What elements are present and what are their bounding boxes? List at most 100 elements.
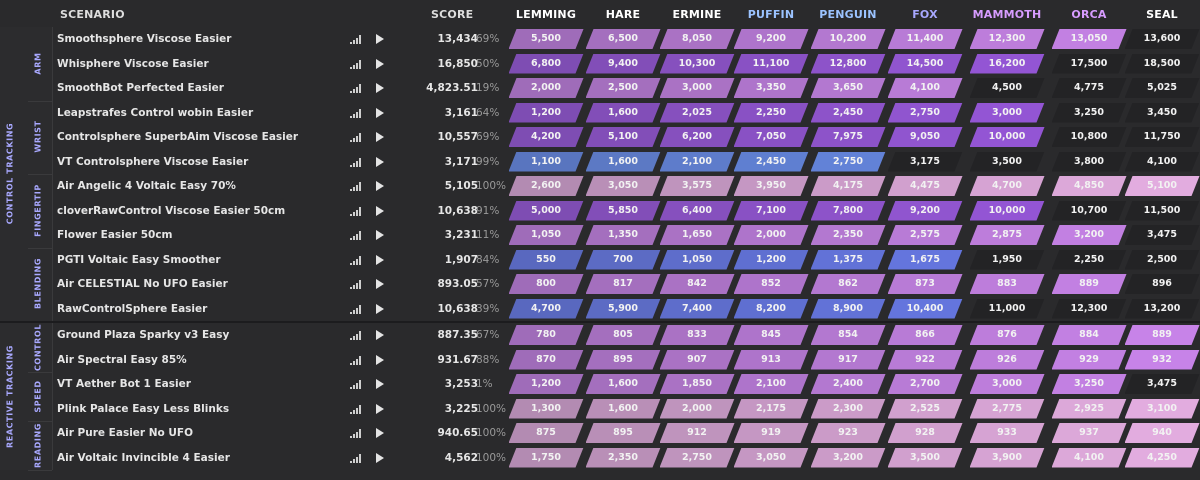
scenario-name[interactable]: Air Pure Easier No UFO bbox=[57, 427, 194, 439]
signal-icon[interactable] bbox=[350, 108, 362, 118]
signal-icon[interactable] bbox=[350, 206, 362, 216]
scenario-row[interactable]: Air Pure Easier No UFO 940.65 100% 875 895 91… bbox=[52, 421, 1200, 445]
rank-threshold-cell: 13,050 bbox=[1052, 29, 1127, 49]
play-icon[interactable] bbox=[376, 156, 384, 167]
rank-threshold-cell: 9,400 bbox=[586, 54, 661, 74]
threshold-value: 7,800 bbox=[832, 204, 864, 216]
scenario-row[interactable]: Flower Easier 50cm 3,231 11% 1,050 1,350 1,65… bbox=[52, 223, 1200, 247]
scenario-name[interactable]: VT Controlsphere Viscose Easier bbox=[57, 155, 249, 168]
scenario-row[interactable]: Whisphere Viscose Easier 16,850 50% 6,800 9,… bbox=[52, 52, 1200, 76]
scenario-name[interactable]: RawControlSphere Easier bbox=[57, 302, 208, 315]
play-icon[interactable] bbox=[376, 428, 384, 438]
play-icon[interactable] bbox=[376, 230, 384, 240]
scenario-name[interactable]: Controlsphere SuperbAim Viscose Easier bbox=[57, 131, 299, 143]
rank-threshold-cell: 3,800 bbox=[1052, 152, 1127, 172]
play-icon[interactable] bbox=[376, 279, 384, 289]
signal-icon[interactable] bbox=[350, 331, 362, 340]
threshold-value: 3,650 bbox=[832, 82, 864, 93]
scenario-row[interactable]: Smoothsphere Viscose Easier 13,434 69% 5,50… bbox=[52, 27, 1200, 51]
signal-icon[interactable] bbox=[350, 380, 362, 389]
progress-bar-segment bbox=[734, 54, 809, 74]
play-icon[interactable] bbox=[376, 83, 384, 93]
signal-icon[interactable] bbox=[350, 231, 362, 240]
scenario-row[interactable]: RawControlSphere Easier 10,638 39% 4,700 5,9… bbox=[52, 297, 1200, 321]
scenario-name[interactable]: VT Aether Bot 1 Easier bbox=[57, 378, 191, 390]
play-icon[interactable] bbox=[376, 34, 384, 44]
signal-icon[interactable] bbox=[350, 84, 362, 93]
scenario-row[interactable]: Air CELESTIAL No UFO Easier 893.05 57% 800 8… bbox=[52, 272, 1200, 296]
play-icon[interactable] bbox=[376, 379, 384, 389]
rank-threshold-cell: 3,475 bbox=[1125, 225, 1200, 245]
scenario-row[interactable]: VT Aether Bot 1 Easier 3,253 1% 1,200 1,600 1… bbox=[52, 372, 1200, 396]
signal-icon[interactable] bbox=[350, 35, 362, 44]
scenario-name[interactable]: Ground Plaza Sparky v3 Easy bbox=[57, 329, 230, 341]
signal-icon[interactable] bbox=[350, 182, 362, 191]
signal-icon[interactable] bbox=[350, 404, 362, 414]
scenario-name[interactable]: Air Angelic 4 Voltaic Easy 70% bbox=[57, 180, 236, 192]
threshold-value: 4,200 bbox=[530, 131, 562, 142]
play-icon[interactable] bbox=[376, 58, 384, 69]
play-icon[interactable] bbox=[376, 181, 384, 191]
rank-threshold-cell: 1,050 bbox=[509, 225, 584, 245]
scenario-row[interactable]: VT Controlsphere Viscose Easier 3,171 99% 1… bbox=[52, 150, 1200, 174]
scenario-name[interactable]: Air Spectral Easy 85% bbox=[57, 353, 187, 366]
scenario-row[interactable]: Leapstrafes Control wobin Easier 3,161 64%… bbox=[52, 101, 1200, 125]
progress-bar-segment bbox=[660, 225, 735, 245]
play-icon[interactable] bbox=[376, 330, 384, 340]
scenario-name[interactable]: cloverRawControl Viscose Easier 50cm bbox=[57, 204, 286, 217]
play-icon[interactable] bbox=[376, 452, 384, 463]
signal-icon[interactable] bbox=[350, 304, 362, 314]
scenario-row[interactable]: SmoothBot Perfected Easier 4,823.51 19% 2,0… bbox=[52, 76, 1200, 100]
signal-icon[interactable] bbox=[350, 429, 362, 438]
scenario-row[interactable]: PGTI Voltaic Easy Smoother 1,907 84% 550 700… bbox=[52, 248, 1200, 272]
progress-bar-segment bbox=[888, 325, 963, 345]
progress-bar-segment bbox=[660, 448, 735, 468]
percentile-value: 88% bbox=[476, 353, 500, 366]
rank-threshold-cell: 2,350 bbox=[586, 448, 661, 468]
scenario-name[interactable]: PGTI Voltaic Easy Smoother bbox=[57, 253, 221, 266]
scenario-name[interactable]: Plink Palace Easy Less Blinks bbox=[57, 402, 230, 415]
signal-icon[interactable] bbox=[350, 280, 362, 289]
scenario-name[interactable]: SmoothBot Perfected Easier bbox=[57, 82, 224, 94]
progress-bar-segment bbox=[970, 448, 1045, 468]
scenario-name[interactable]: Air Voltaic Invincible 4 Easier bbox=[57, 451, 230, 464]
play-icon[interactable] bbox=[376, 354, 384, 365]
play-icon[interactable] bbox=[376, 303, 384, 314]
play-icon[interactable] bbox=[376, 403, 384, 414]
scenario-row[interactable]: Plink Palace Easy Less Blinks 3,225 100% 1,… bbox=[52, 397, 1200, 421]
rank-threshold-cell: 895 bbox=[586, 423, 661, 443]
threshold-value: 1,050 bbox=[530, 229, 562, 240]
scenario-name[interactable]: Leapstrafes Control wobin Easier bbox=[57, 106, 254, 119]
progress-bar-segment bbox=[1052, 103, 1127, 123]
signal-icon[interactable] bbox=[350, 355, 362, 365]
progress-bar-segment bbox=[509, 250, 584, 270]
signal-icon[interactable] bbox=[350, 133, 362, 142]
progress-bar-segment bbox=[734, 374, 809, 394]
scenario-row[interactable]: Ground Plaza Sparky v3 Easy 887.35 67% 780 8… bbox=[52, 323, 1200, 347]
threshold-value: 780 bbox=[536, 329, 556, 340]
threshold-value: 2,350 bbox=[607, 451, 639, 463]
signal-icon[interactable] bbox=[350, 157, 362, 167]
scenario-row[interactable]: Air Voltaic Invincible 4 Easier 4,562 100%… bbox=[52, 446, 1200, 470]
scenario-name[interactable]: Flower Easier 50cm bbox=[57, 229, 173, 241]
scenario-name[interactable]: Smoothsphere Viscose Easier bbox=[57, 33, 232, 45]
play-icon[interactable] bbox=[376, 205, 384, 216]
play-icon[interactable] bbox=[376, 132, 384, 142]
signal-icon[interactable] bbox=[350, 255, 362, 265]
rank-header-mammoth: MAMMOTH bbox=[972, 8, 1042, 21]
scenario-name[interactable]: Air CELESTIAL No UFO Easier bbox=[57, 278, 228, 290]
score-value: 3,231 bbox=[444, 229, 478, 241]
signal-icon[interactable] bbox=[350, 59, 362, 69]
signal-icon[interactable] bbox=[350, 453, 362, 463]
scenario-row[interactable]: Air Spectral Easy 85% 931.67 88% 870 895 907 9… bbox=[52, 348, 1200, 372]
scenario-row[interactable]: Air Angelic 4 Voltaic Easy 70% 5,105 100% 2… bbox=[52, 174, 1200, 198]
scenario-row[interactable]: Controlsphere SuperbAim Viscose Easier 10… bbox=[52, 125, 1200, 149]
play-icon[interactable] bbox=[376, 107, 384, 118]
progress-bar-segment bbox=[888, 29, 963, 49]
play-icon[interactable] bbox=[376, 254, 384, 265]
threshold-value: 2,250 bbox=[1073, 253, 1105, 265]
progress-bar-segment bbox=[660, 127, 735, 147]
scenario-name[interactable]: Whisphere Viscose Easier bbox=[57, 57, 209, 70]
threshold-value: 3,450 bbox=[1146, 106, 1178, 118]
scenario-row[interactable]: cloverRawControl Viscose Easier 50cm 10,6… bbox=[52, 199, 1200, 223]
